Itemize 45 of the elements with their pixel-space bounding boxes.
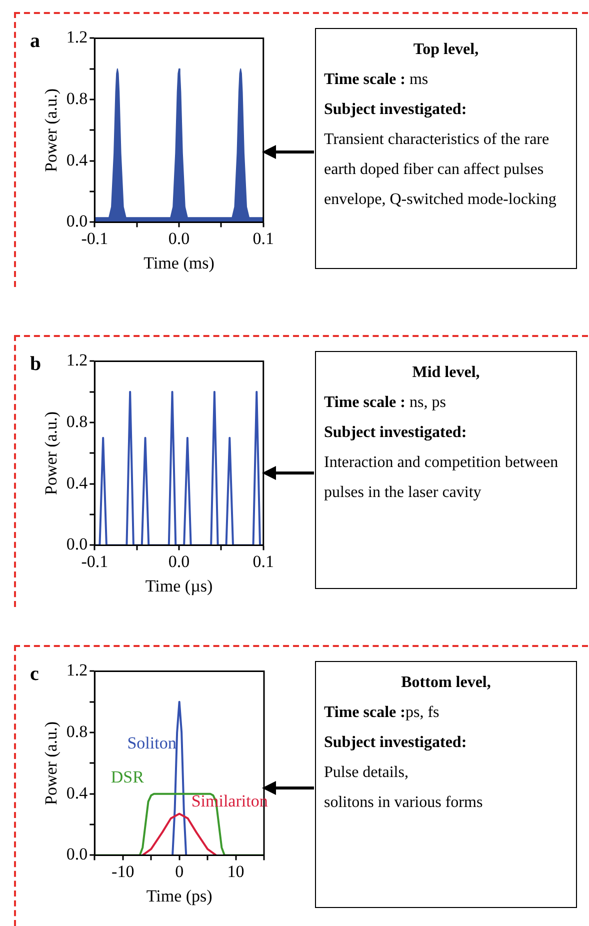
x-tick-label: 0.0 bbox=[168, 552, 190, 571]
x-tick-label: 0.0 bbox=[168, 228, 190, 248]
text: solitons in various forms bbox=[324, 793, 484, 813]
x-axis-title: Time (ps) bbox=[146, 886, 212, 906]
y-tick-label: 0.8 bbox=[66, 722, 88, 741]
text: Transient characteristics of the rare earth doped fiber can affect pulses envelope, Q-switched mode-locking bbox=[324, 130, 558, 210]
x-axis-title: Time (ms) bbox=[144, 253, 214, 272]
y-axis-title: Power (a.u.) bbox=[42, 411, 61, 495]
chart-title: c bbox=[30, 663, 39, 686]
y-tick-label: 0.8 bbox=[66, 89, 88, 108]
text: Time scale : ms bbox=[324, 70, 430, 90]
text: Interaction and competition between pulses in the laser cavity bbox=[324, 453, 560, 503]
y-tick-label: 0.4 bbox=[66, 473, 88, 492]
text: Time scale :ps, fs bbox=[324, 703, 440, 723]
text: Subject investigated: bbox=[324, 100, 468, 120]
y-tick-label: 1.2 bbox=[66, 660, 88, 680]
x-tick-label: 0 bbox=[175, 862, 184, 881]
x-tick-label: 10 bbox=[227, 862, 244, 881]
chart-title: b bbox=[30, 353, 42, 376]
x-axis-title: Time (µs) bbox=[145, 576, 213, 596]
text: Mid level, bbox=[411, 363, 481, 383]
y-tick-label: 0.8 bbox=[66, 412, 88, 431]
y-tick-label: 0.0 bbox=[66, 212, 88, 231]
text: Pulse details, bbox=[324, 763, 410, 783]
x-tick-label: -0.1 bbox=[81, 228, 108, 248]
y-axis-title: Power (a.u.) bbox=[42, 88, 61, 172]
x-tick-label: 0.1 bbox=[252, 552, 274, 571]
y-tick-label: 0.0 bbox=[66, 844, 88, 864]
y-tick-label: 0.4 bbox=[66, 150, 88, 170]
y-tick-label: 1.2 bbox=[66, 350, 88, 370]
text: Subject investigated: bbox=[324, 733, 468, 753]
y-tick-label: 0.4 bbox=[66, 783, 88, 802]
text: Time scale : ns, ps bbox=[324, 393, 447, 413]
y-tick-label: 1.2 bbox=[66, 28, 88, 47]
x-tick-label: -0.1 bbox=[81, 552, 108, 571]
text: Subject investigated: bbox=[324, 423, 468, 443]
x-tick-label: -10 bbox=[112, 862, 134, 881]
chart-title: a bbox=[30, 30, 40, 53]
y-tick-label: 0.0 bbox=[66, 534, 88, 554]
series-label: Soliton bbox=[127, 733, 177, 752]
text: Bottom level, bbox=[400, 673, 492, 693]
text: Top level, bbox=[412, 40, 480, 60]
x-tick-label: 0.1 bbox=[252, 228, 274, 248]
y-axis-title: Power (a.u.) bbox=[42, 721, 61, 805]
series-label: DSR bbox=[110, 767, 145, 786]
